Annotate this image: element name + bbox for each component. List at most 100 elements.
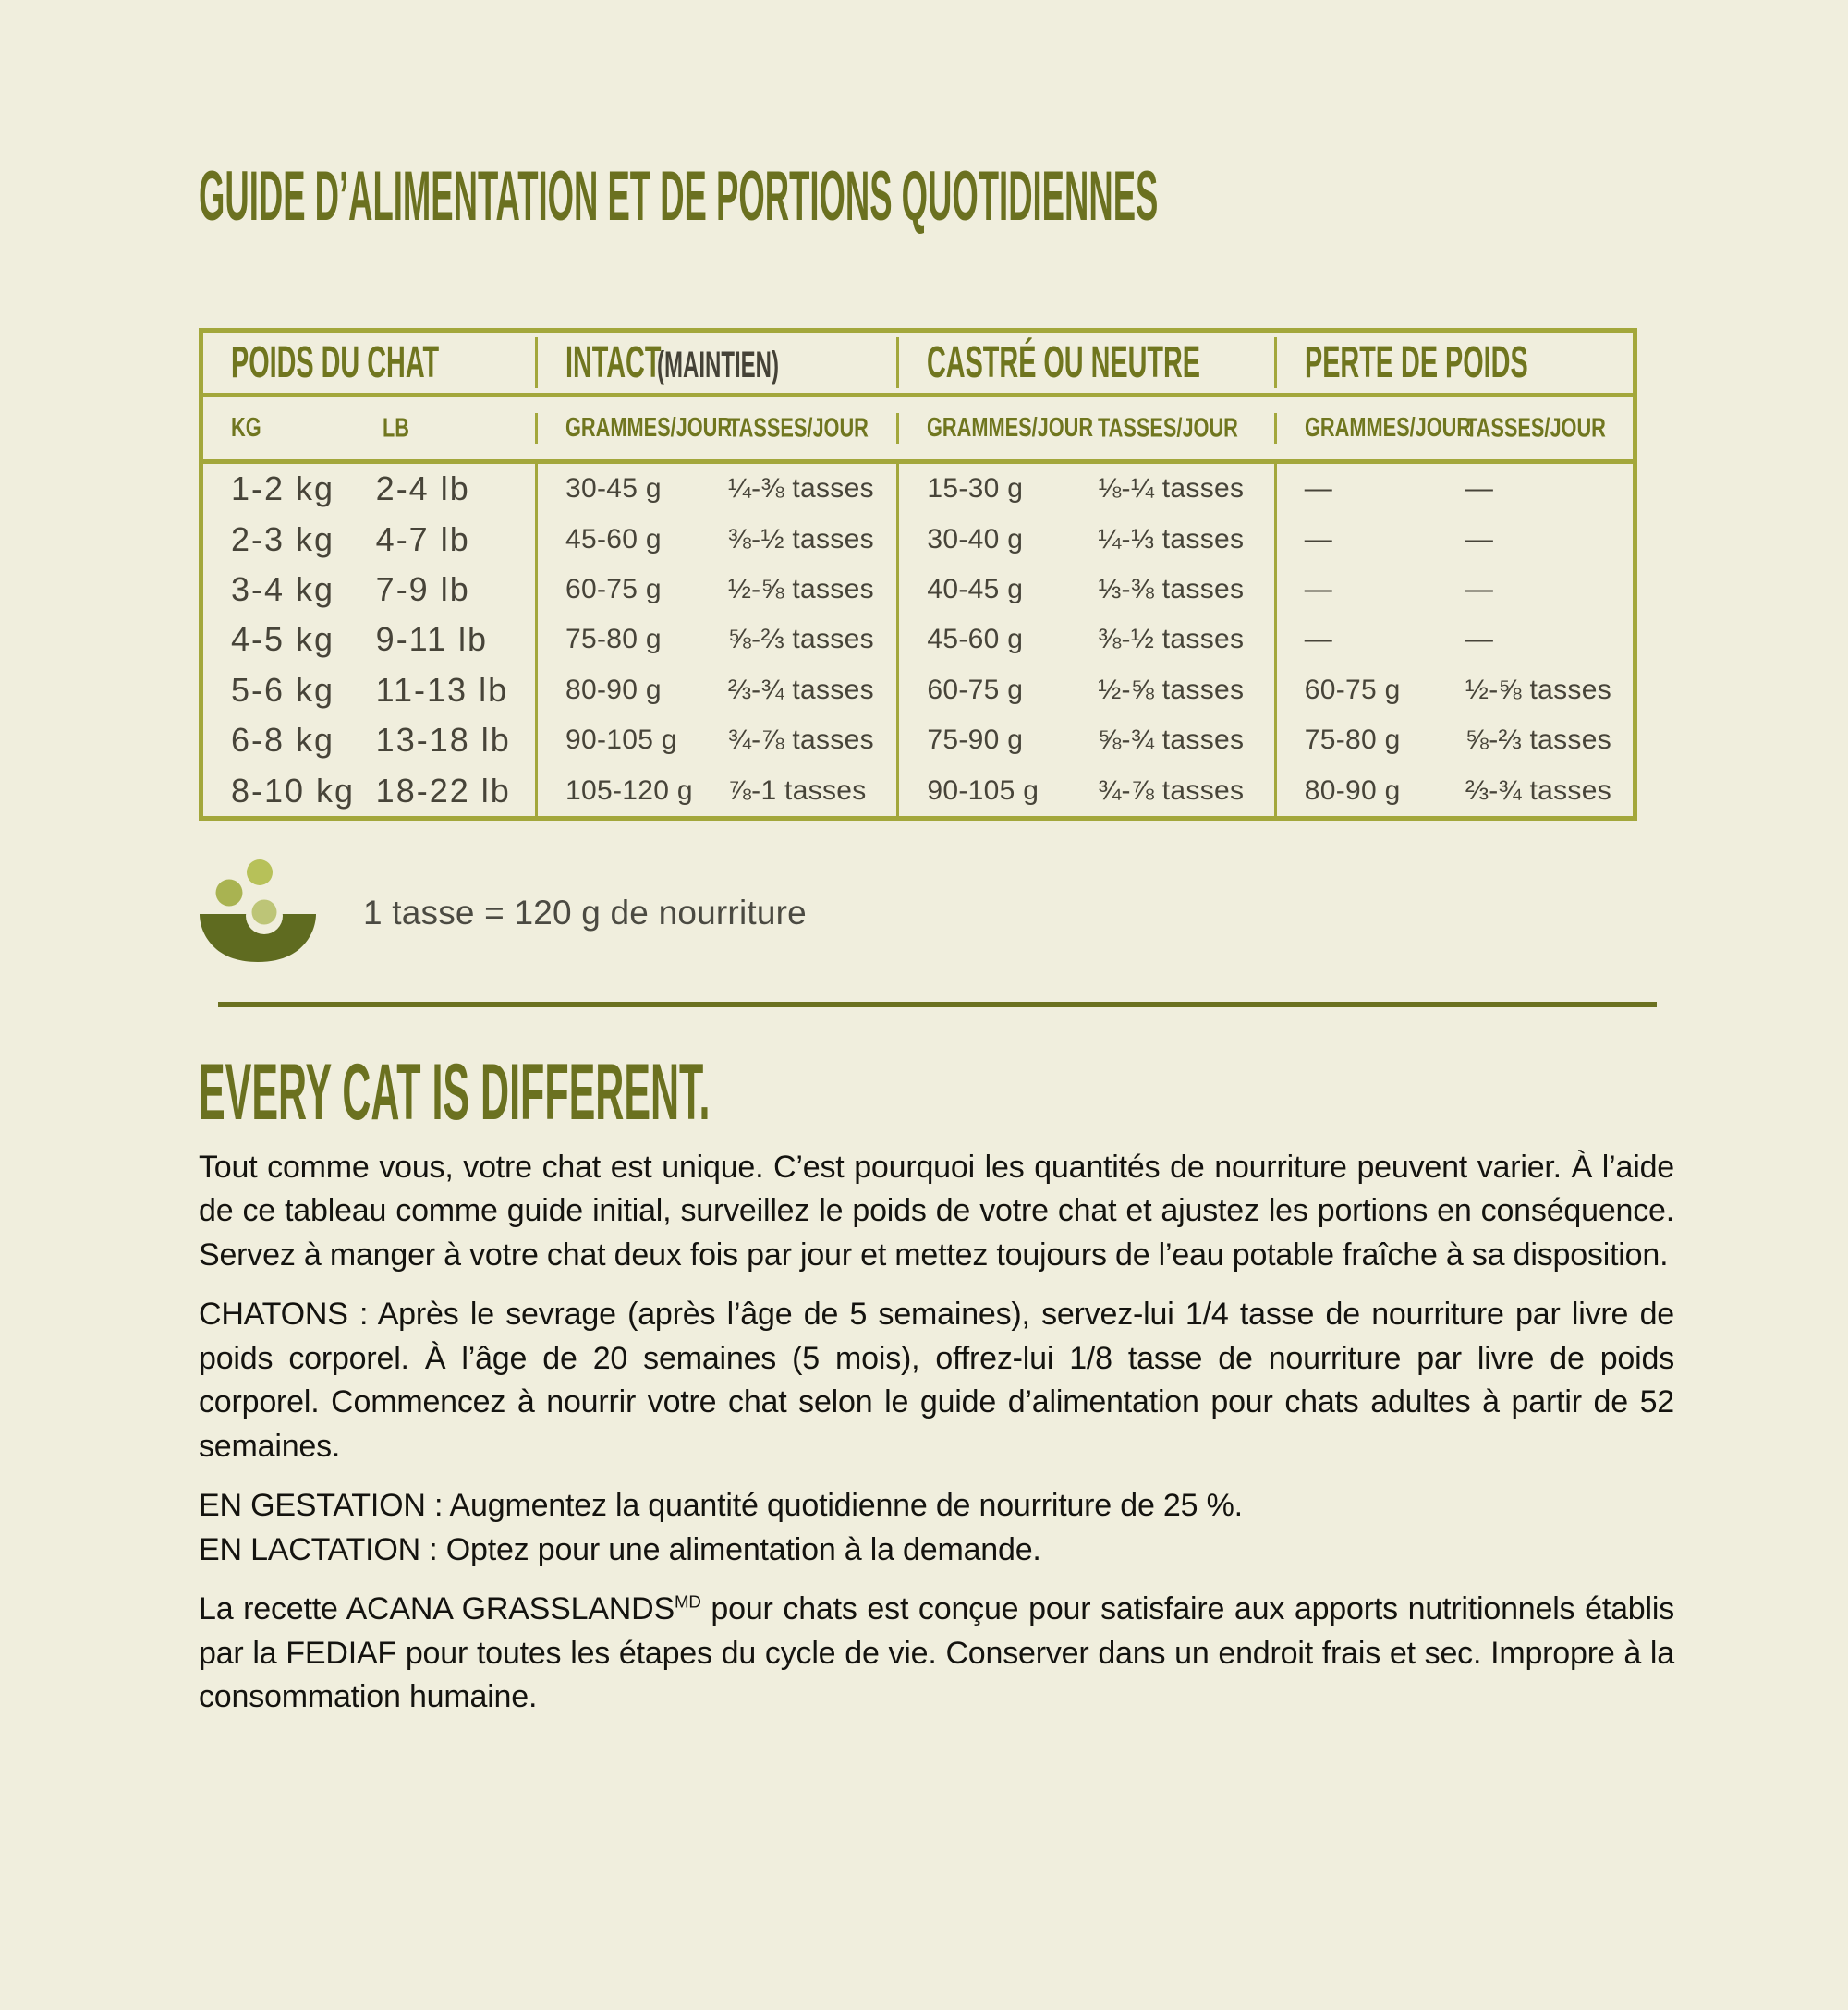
kg-value: 1-2 kg bbox=[231, 469, 335, 508]
feeding-portions-table: POIDS DU CHAT INTACT (MAINTIEN) CASTRÉ O… bbox=[199, 328, 1637, 821]
neutered-grams: 90-105 g bbox=[927, 774, 1040, 806]
neutered-cups: ¾-⅞ tasses bbox=[1098, 774, 1245, 806]
recipe-text-end: pour chats est conçue pour satisfaire au… bbox=[199, 1591, 1674, 1715]
feeding-guide-page: GUIDE D’ALIMENTATION ET DE PORTIONS QUOT… bbox=[0, 162, 1848, 1720]
weight-loss-cups: ½-⅝ tasses bbox=[1465, 674, 1611, 705]
subheader-cups: TASSES/JOUR bbox=[1098, 413, 1239, 443]
neutered-grams: 15-30 g bbox=[927, 473, 1024, 505]
weight-loss-grams: 60-75 g bbox=[1304, 674, 1401, 705]
weight-loss-grams: — bbox=[1304, 523, 1333, 554]
weight-loss-cups: — bbox=[1465, 573, 1494, 604]
table-row: 2-3 kg 4-7 lb 45-60 g ⅜-½ tasses 30-40 g ¼-… bbox=[203, 514, 1633, 565]
intact-cups: ⅞-1 tasses bbox=[727, 774, 867, 806]
bowl-with-kibble-icon bbox=[199, 859, 319, 967]
neutered-cups: ⅛-¼ tasses bbox=[1098, 473, 1245, 505]
neutered-cups: ⅜-½ tasses bbox=[1098, 624, 1245, 655]
header-neutered-label: CASTRÉ OU NEUTRE bbox=[927, 338, 1201, 387]
neutered-grams: 75-90 g bbox=[927, 725, 1024, 756]
subheader-kg: KG bbox=[231, 413, 261, 443]
subheader-weight-units: KG LB bbox=[203, 413, 538, 444]
subheader-cups: TASSES/JOUR bbox=[727, 413, 869, 443]
header-cat-weight-label: POIDS DU CHAT bbox=[231, 338, 440, 387]
lb-value: 2-4 lb bbox=[375, 469, 470, 508]
weight-loss-cups: — bbox=[1465, 624, 1494, 655]
page-title: GUIDE D’ALIMENTATION ET DE PORTIONS QUOT… bbox=[199, 162, 1675, 232]
lb-value: 18-22 lb bbox=[375, 771, 511, 810]
kittens-paragraph: CHATONS : Après le sevrage (après l’âge … bbox=[199, 1297, 1674, 1464]
section-divider bbox=[217, 1001, 1657, 1007]
neutered-cups: ⅓-⅜ tasses bbox=[1098, 573, 1245, 604]
header-weight-loss: PERTE DE POIDS bbox=[1277, 337, 1633, 388]
subheader-intact-units: GRAMMES/JOUR TASSES/JOUR bbox=[538, 413, 900, 444]
weight-loss-grams: — bbox=[1304, 473, 1333, 505]
neutered-cups: ⅝-¾ tasses bbox=[1098, 725, 1245, 756]
neutered-grams: 30-40 g bbox=[927, 523, 1024, 554]
intact-grams: 90-105 g bbox=[565, 725, 677, 756]
gestation-lactation-paragraph: EN GESTATION : Augmentez la quantité quo… bbox=[199, 1484, 1674, 1572]
neutered-grams: 45-60 g bbox=[927, 624, 1024, 655]
cup-equivalence-note: 1 tasse = 120 g de nourriture bbox=[199, 859, 1675, 967]
table-body: 1-2 kg 2-4 lb 30-45 g ¼-⅜ tasses 15-30 g ⅛-… bbox=[203, 464, 1633, 816]
table-row: 4-5 kg 9-11 lb 75-80 g ⅝-⅔ tasses 45-60 g ⅜… bbox=[203, 615, 1633, 665]
weight-loss-grams: 75-80 g bbox=[1304, 725, 1401, 756]
intact-cups: ⅜-½ tasses bbox=[727, 523, 874, 554]
table-row: 6-8 kg 13-18 lb 90-105 g ¾-⅞ tasses 75-90 … bbox=[203, 714, 1633, 766]
kg-value: 6-8 kg bbox=[231, 721, 335, 760]
table-subheader-row: KG LB GRAMMES/JOUR TASSES/JOUR GRAMMES/J… bbox=[203, 397, 1633, 464]
header-cat-weight: POIDS DU CHAT bbox=[203, 337, 538, 388]
recipe-paragraph: La recette ACANA GRASSLANDSMD pour chats… bbox=[199, 1588, 1674, 1720]
weight-loss-cups: — bbox=[1465, 473, 1494, 505]
header-weight-loss-label: PERTE DE POIDS bbox=[1304, 338, 1528, 387]
kg-value: 2-3 kg bbox=[231, 519, 335, 558]
intro-paragraph: Tout comme vous, votre chat est unique. … bbox=[199, 1149, 1674, 1273]
intact-cups: ⅝-⅔ tasses bbox=[727, 624, 874, 655]
kg-value: 8-10 kg bbox=[231, 771, 356, 810]
lb-value: 4-7 lb bbox=[375, 519, 470, 558]
header-intact-label: INTACT bbox=[565, 338, 662, 387]
subheader-grams: GRAMMES/JOUR bbox=[1304, 413, 1471, 443]
weight-loss-cups: ⅔-¾ tasses bbox=[1465, 774, 1611, 806]
weight-loss-grams: — bbox=[1304, 573, 1333, 604]
intact-grams: 105-120 g bbox=[565, 774, 693, 806]
cup-equivalence-text: 1 tasse = 120 g de nourriture bbox=[363, 893, 807, 932]
intact-cups: ½-⅝ tasses bbox=[727, 573, 874, 604]
table-row: 5-6 kg 11-13 lb 80-90 g ⅔-¾ tasses 60-75 g… bbox=[203, 664, 1633, 715]
header-intact-note: (MAINTIEN) bbox=[656, 345, 779, 385]
kg-value: 3-4 kg bbox=[231, 569, 335, 608]
lb-value: 7-9 lb bbox=[375, 569, 470, 608]
table-row: 8-10 kg 18-22 lb 105-120 g ⅞-1 tasses 90-1… bbox=[203, 765, 1633, 816]
recipe-text-start: La recette ACANA GRASSLANDS bbox=[199, 1591, 675, 1627]
subheader-grams: GRAMMES/JOUR bbox=[565, 413, 733, 443]
weight-loss-grams: — bbox=[1304, 624, 1333, 655]
neutered-grams: 40-45 g bbox=[927, 573, 1024, 604]
intact-grams: 45-60 g bbox=[565, 523, 662, 554]
table-header-row: POIDS DU CHAT INTACT (MAINTIEN) CASTRÉ O… bbox=[203, 333, 1633, 397]
table-row: 1-2 kg 2-4 lb 30-45 g ¼-⅜ tasses 15-30 g ⅛-… bbox=[203, 464, 1633, 515]
kg-value: 5-6 kg bbox=[231, 670, 335, 709]
section-heading: EVERY CAT IS DIFFERENT. bbox=[199, 1052, 1675, 1133]
weight-loss-cups: ⅝-⅔ tasses bbox=[1465, 725, 1611, 756]
gestation-line: EN GESTATION : Augmentez la quantité quo… bbox=[199, 1488, 1243, 1524]
intact-grams: 80-90 g bbox=[565, 674, 662, 705]
weight-loss-cups: — bbox=[1465, 523, 1494, 554]
intact-cups: ¾-⅞ tasses bbox=[727, 725, 874, 756]
header-intact: INTACT (MAINTIEN) bbox=[538, 337, 900, 388]
lb-value: 9-11 lb bbox=[375, 620, 489, 659]
table-row: 3-4 kg 7-9 lb 60-75 g ½-⅝ tasses 40-45 g ⅓-… bbox=[203, 564, 1633, 615]
intact-cups: ⅔-¾ tasses bbox=[727, 674, 874, 705]
weight-loss-grams: 80-90 g bbox=[1304, 774, 1401, 806]
intact-grams: 30-45 g bbox=[565, 473, 662, 505]
header-neutered: CASTRÉ OU NEUTRE bbox=[899, 337, 1277, 388]
neutered-cups: ¼-⅓ tasses bbox=[1098, 523, 1245, 554]
subheader-weight-loss-units: GRAMMES/JOUR TASSES/JOUR bbox=[1277, 413, 1633, 444]
subheader-cups: TASSES/JOUR bbox=[1465, 413, 1606, 443]
intact-grams: 60-75 g bbox=[565, 573, 662, 604]
subheader-lb: LB bbox=[382, 413, 409, 443]
subheader-neutered-units: GRAMMES/JOUR TASSES/JOUR bbox=[899, 413, 1277, 444]
page-title-text: GUIDE D’ALIMENTATION ET DE PORTIONS QUOT… bbox=[199, 157, 1159, 236]
lactation-line: EN LACTATION : Optez pour une alimentati… bbox=[199, 1531, 1041, 1567]
section-heading-text: EVERY CAT IS DIFFERENT. bbox=[199, 1047, 711, 1137]
subheader-grams: GRAMMES/JOUR bbox=[927, 413, 1094, 443]
lb-value: 11-13 lb bbox=[375, 670, 509, 709]
lb-value: 13-18 lb bbox=[375, 721, 511, 760]
